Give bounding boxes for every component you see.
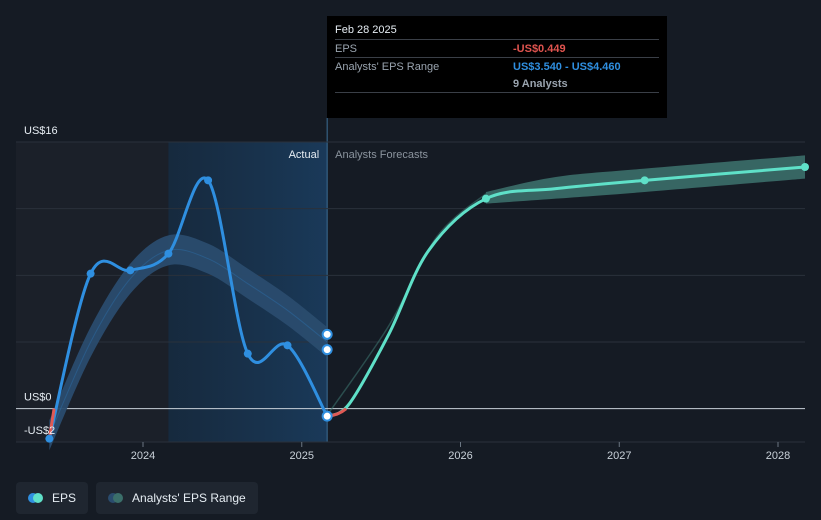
- y-tick-label: US$16: [24, 125, 58, 137]
- eps-point: [45, 434, 54, 443]
- estimate-marker: [321, 328, 333, 340]
- tooltip-eps-value: -US$0.449: [513, 42, 566, 55]
- forecast-point: [481, 194, 490, 203]
- past-shade: [16, 142, 169, 442]
- legend-range-label: Analysts' EPS Range: [132, 491, 246, 505]
- actual-label: Actual: [289, 149, 320, 161]
- eps-point: [204, 176, 213, 185]
- x-tick-label: 2025: [290, 450, 314, 462]
- tooltip-range-label: Analysts' EPS Range: [335, 60, 440, 73]
- eps-point: [164, 249, 173, 258]
- tooltip-range-value: US$3.540 - US$4.460: [513, 60, 621, 73]
- y-tick-label: US$0: [24, 392, 52, 404]
- tooltip-analysts: 9 Analysts: [513, 77, 568, 90]
- forecast-cone-edge: [326, 193, 487, 416]
- tooltip-eps-row: EPS -US$0.449: [335, 39, 659, 57]
- eps-point: [86, 269, 95, 278]
- tooltip-eps-label: EPS: [335, 42, 358, 55]
- eps-point: [126, 266, 135, 275]
- eps-point: [321, 410, 333, 422]
- x-tick-label: 2027: [607, 450, 631, 462]
- tooltip-range-row: Analysts' EPS Range US$3.540 - US$4.460: [335, 57, 659, 75]
- tooltip-analysts-row: 9 Analysts: [335, 75, 659, 93]
- forecast-label: Analysts Forecasts: [335, 149, 428, 161]
- negative-segment-start: [47, 408, 56, 439]
- estimate-band-past: [49, 234, 328, 451]
- legend-eps[interactable]: EPS: [16, 482, 89, 514]
- chart-legend: EPS Analysts' EPS Range: [16, 482, 258, 514]
- legend-range[interactable]: Analysts' EPS Range: [96, 482, 258, 514]
- legend-eps-label: EPS: [52, 491, 77, 505]
- range-legend-icon: [108, 493, 124, 503]
- x-tick-label: 2028: [766, 450, 790, 462]
- eps-point: [243, 349, 252, 358]
- x-tick-label: 2026: [448, 450, 472, 462]
- eps-legend-icon: [28, 493, 44, 503]
- y-tick-label: -US$2: [24, 425, 55, 437]
- eps-point: [283, 341, 292, 350]
- estimate-band-past-center: [48, 248, 328, 436]
- eps-forecast-line: [326, 165, 806, 418]
- eps-tooltip: Feb 28 2025 EPS -US$0.449 Analysts' EPS …: [327, 16, 667, 118]
- x-tick-label: 2024: [131, 450, 155, 462]
- tooltip-date: Feb 28 2025: [335, 24, 397, 36]
- forecast-point: [801, 163, 809, 171]
- forecast-point: [640, 176, 649, 185]
- estimate-marker: [321, 344, 333, 356]
